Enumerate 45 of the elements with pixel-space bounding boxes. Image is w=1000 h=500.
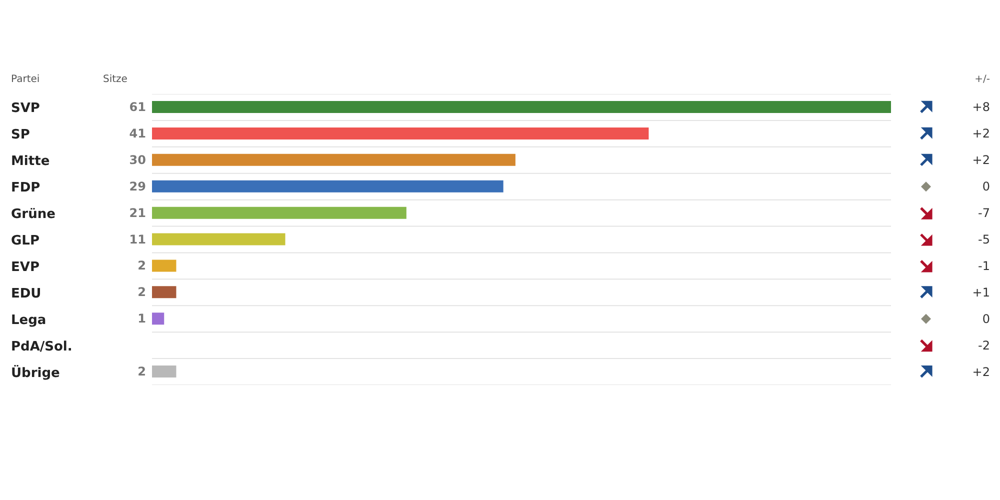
y-tick-label: Lega bbox=[11, 312, 46, 328]
bar bbox=[152, 206, 406, 219]
y-tick-label: Mitte bbox=[11, 154, 50, 170]
y-tick-label: FDP bbox=[11, 180, 40, 196]
text: +2 bbox=[972, 153, 990, 168]
text: +8 bbox=[972, 100, 990, 114]
text: 0 bbox=[982, 180, 990, 194]
y-tick-label: PdA/Sol. bbox=[11, 339, 72, 354]
text: +2 bbox=[972, 126, 990, 141]
y-tick-label: Grüne bbox=[11, 207, 56, 222]
data-label: 21 bbox=[129, 206, 146, 220]
bar bbox=[152, 127, 649, 140]
text: +1 bbox=[972, 285, 990, 300]
y-tick-label: EVP bbox=[11, 260, 40, 275]
data-label: 2 bbox=[138, 364, 146, 379]
bar bbox=[152, 101, 891, 113]
data-label: 2 bbox=[138, 258, 146, 273]
bar bbox=[152, 312, 164, 325]
y-tick-label: SP bbox=[11, 128, 30, 143]
x-axis-title: Sitze bbox=[103, 74, 128, 85]
text: -1 bbox=[978, 258, 990, 273]
text: +/- bbox=[974, 74, 990, 85]
y-tick-label: Übrige bbox=[11, 364, 60, 381]
text: +2 bbox=[972, 364, 990, 379]
data-label: 30 bbox=[129, 152, 146, 167]
data-label: 41 bbox=[129, 126, 146, 140]
text: -5 bbox=[978, 232, 990, 246]
y-tick-label: GLP bbox=[11, 234, 40, 248]
y-tick-label: SVP bbox=[11, 101, 40, 116]
data-label: 2 bbox=[138, 285, 146, 300]
text: -7 bbox=[978, 206, 990, 220]
y-axis-title: Partei bbox=[11, 74, 40, 85]
text: 0 bbox=[982, 312, 990, 326]
data-label: 61 bbox=[129, 100, 146, 114]
data-label: 1 bbox=[138, 312, 146, 326]
bar bbox=[152, 286, 176, 298]
text: -2 bbox=[978, 338, 990, 352]
bar bbox=[152, 260, 176, 272]
bar bbox=[152, 180, 504, 192]
data-label: 29 bbox=[129, 179, 146, 194]
bar bbox=[152, 154, 516, 166]
y-tick-label: EDU bbox=[11, 286, 42, 302]
bar bbox=[152, 366, 176, 378]
data-label: 11 bbox=[129, 232, 146, 246]
bar bbox=[152, 233, 286, 246]
